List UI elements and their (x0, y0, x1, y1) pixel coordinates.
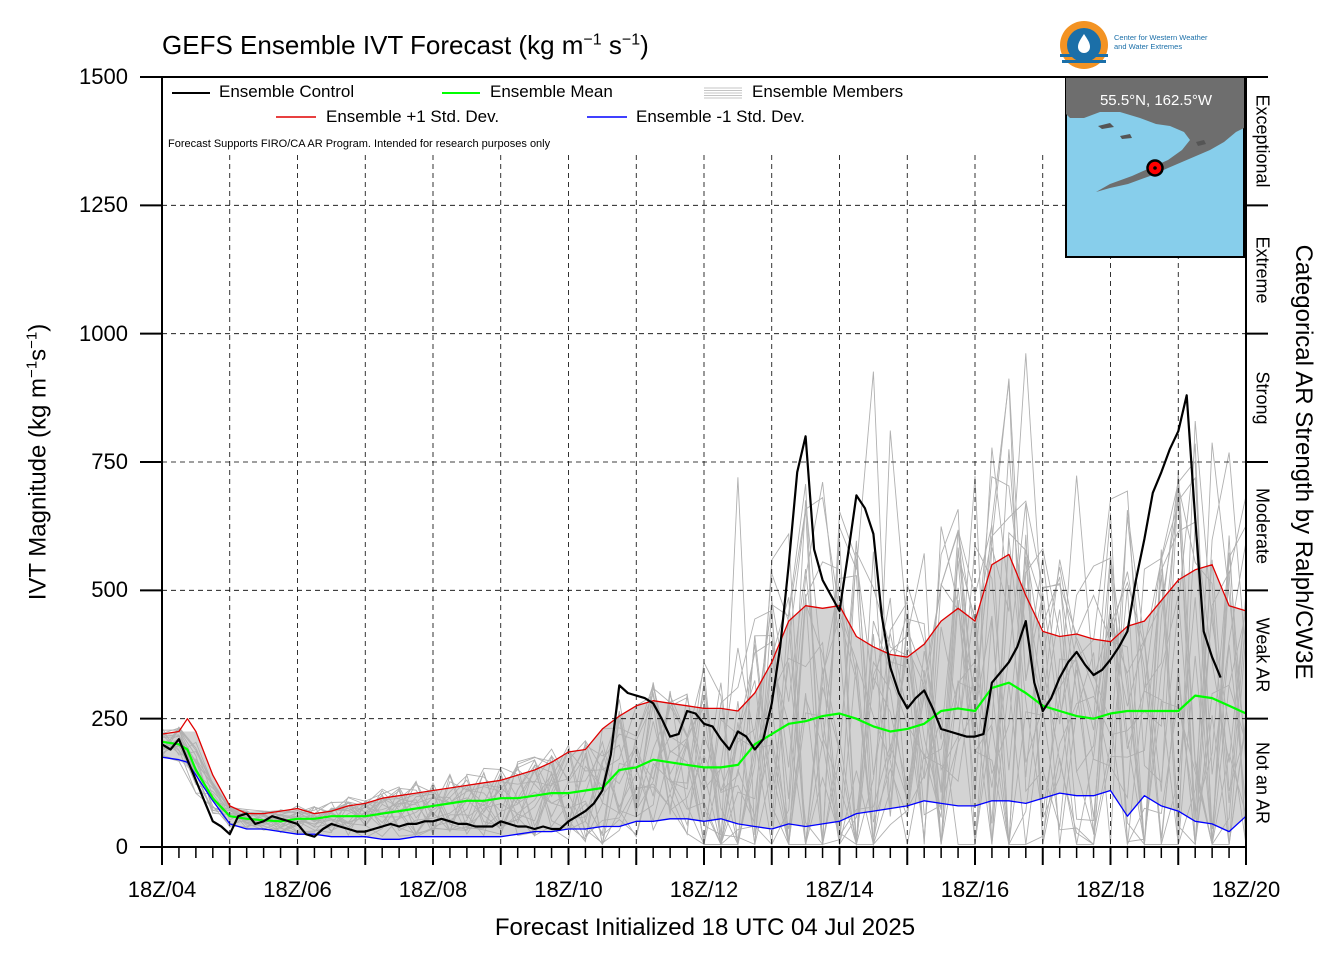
y-tick-label: 1250 (79, 192, 128, 218)
series-plus-line (161, 553, 1247, 815)
ylabel-main: IVT Magnitude (kg m (24, 377, 52, 601)
series-minus-line (161, 756, 1247, 840)
ar-category-label: Moderate (1252, 488, 1273, 565)
legend (172, 87, 742, 118)
ensemble-member-line (161, 449, 1247, 845)
ylabel-exp2: −1 (23, 331, 41, 349)
legend-members-label: Ensemble Members (752, 82, 904, 101)
location-marker-center (1153, 166, 1157, 170)
cw3e-logo: Center for Western Weather and Water Extr… (1058, 18, 1258, 74)
series-control-line (161, 394, 1222, 838)
x-tick-label: 18Z/14 (805, 877, 874, 902)
y-tick-label: 1500 (79, 64, 128, 89)
ar-category-label: Strong (1252, 371, 1273, 425)
x-tick-label: 18Z/06 (263, 877, 332, 902)
title-main: GEFS Ensemble IVT Forecast (kg m (162, 30, 584, 60)
x-tick-label: 18Z/04 (127, 877, 197, 902)
inset-land (1066, 78, 1244, 192)
title-exp2: −1 (621, 31, 641, 49)
inset-coordinates: 55.5°N, 162.5°W (1099, 92, 1213, 109)
chart-title: GEFS Ensemble IVT Forecast (kg m−1 s−1) (162, 30, 649, 61)
ylabel-exp1: −1 (23, 360, 41, 378)
legend-plus-label: Ensemble +1 Std. Dev. (326, 107, 500, 126)
cw3e-logo-text: Center for Western Weather and Water Extr… (1114, 33, 1208, 51)
y-tick-label: 0 (115, 834, 128, 859)
ensemble-member-line (161, 353, 1247, 846)
cw3e-logo-icon (1060, 21, 1108, 69)
title-exp1: −1 (583, 31, 602, 49)
y-tick-label: 500 (91, 577, 128, 603)
grid-lines (162, 155, 1246, 847)
ensemble-member-line (161, 442, 1247, 845)
series-mean-line (161, 681, 1247, 823)
y-tick-label: 750 (91, 449, 128, 474)
y-tick-label: 1000 (79, 320, 128, 346)
x-tick-label: 18Z/20 (1211, 877, 1281, 902)
ensemble-series (161, 394, 1247, 840)
plot-axes (140, 76, 1268, 865)
y-tick-label: 250 (91, 705, 128, 731)
ensemble-member-line (161, 460, 1247, 847)
ar-category-label: Not an AR (1252, 741, 1273, 824)
legend-control-label: Ensemble Control (219, 82, 355, 101)
location-inset-map (1065, 77, 1245, 258)
ensemble-member-line (161, 378, 1247, 846)
x-tick-label: 18Z/18 (1076, 877, 1145, 902)
inset-islands (1098, 123, 1206, 146)
ar-category-label: Extreme (1252, 235, 1273, 304)
right-axis-label: Categorical AR Strength by Ralph/CW3E (1290, 244, 1317, 680)
disclaimer-note: Forecast Supports FIRO/CA AR Program. In… (168, 138, 551, 150)
x-axis-label: Forecast Initialized 18 UTC 04 Jul 2025 (494, 914, 916, 941)
x-tick-label: 18Z/16 (940, 877, 1010, 902)
x-tick-label: 18Z/08 (398, 877, 468, 902)
title-end: ) (640, 30, 649, 60)
ar-category-label: Exceptional (1252, 94, 1273, 188)
title-mid: s (601, 30, 622, 60)
logo-line-2: and Water Extremes (1114, 42, 1183, 51)
logo-line-1: Center for Western Weather (1114, 33, 1208, 42)
x-tick-label: 18Z/10 (534, 877, 603, 902)
legend-mean-label: Ensemble Mean (490, 82, 613, 101)
x-tick-label: 18Z/12 (669, 877, 739, 902)
ar-category-label: Weak AR (1252, 617, 1273, 692)
ylabel-mid: s (24, 348, 52, 361)
legend-minus-label: Ensemble -1 Std. Dev. (636, 107, 805, 126)
